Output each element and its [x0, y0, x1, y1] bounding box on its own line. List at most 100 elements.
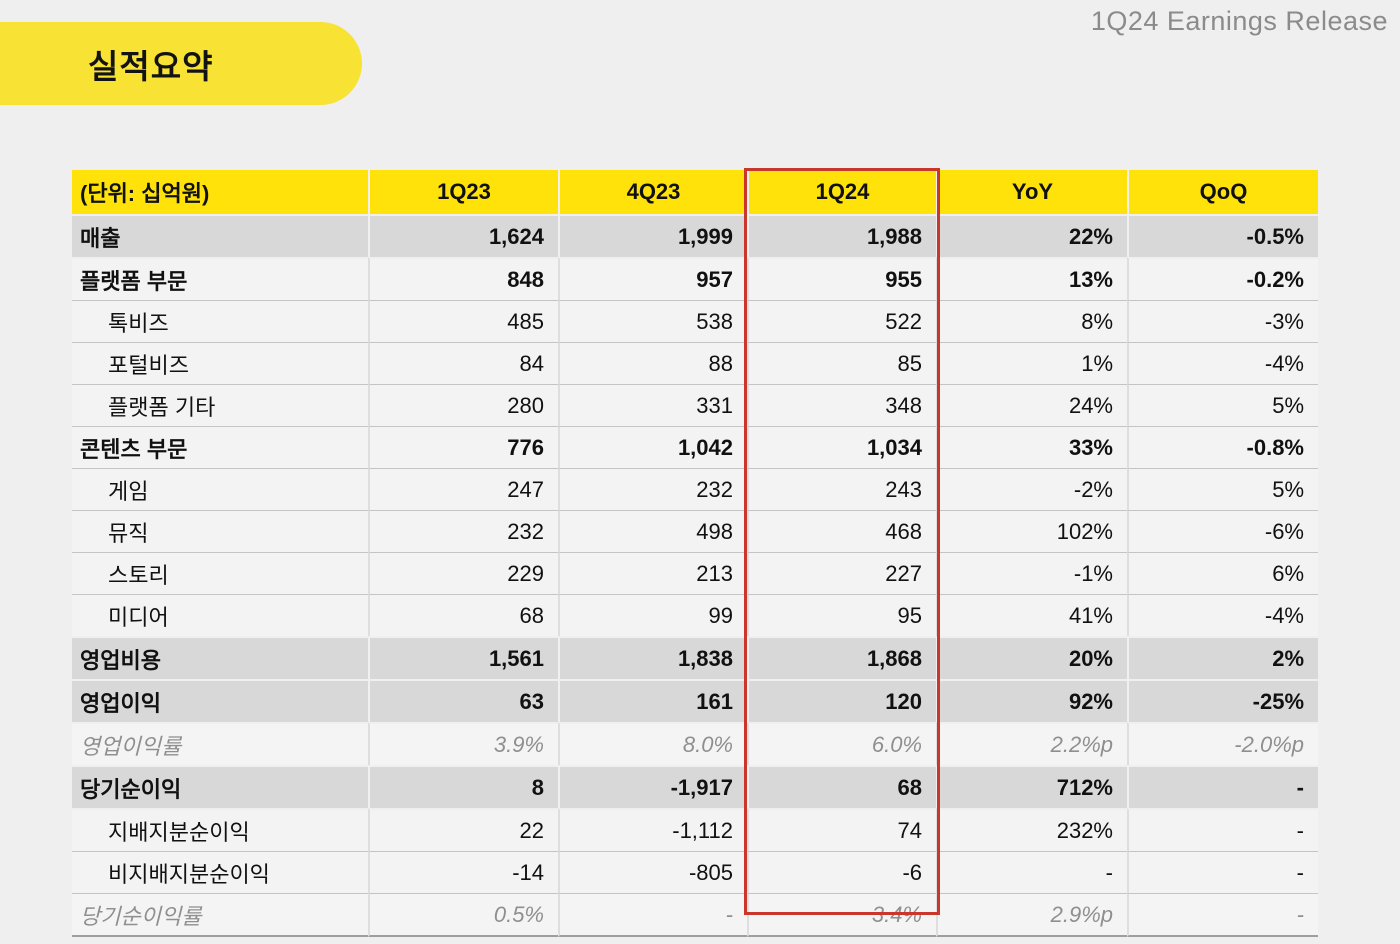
cell-value: 247 — [368, 468, 558, 510]
cell-value: -2% — [936, 468, 1127, 510]
cell-value: 68 — [747, 765, 936, 808]
cell-value: 88 — [558, 342, 747, 384]
cell-value: 955 — [747, 257, 936, 300]
row-label: 스토리 — [72, 552, 368, 594]
cell-value: 1,838 — [558, 636, 747, 679]
cell-value: 6.0% — [747, 722, 936, 765]
cell-value: 1,034 — [747, 426, 936, 468]
cell-value: - — [1127, 765, 1318, 808]
cell-value: 85 — [747, 342, 936, 384]
cell-value: 1% — [936, 342, 1127, 384]
column-header: 4Q23 — [558, 170, 747, 214]
cell-value: -0.5% — [1127, 214, 1318, 257]
cell-value: -4% — [1127, 594, 1318, 636]
financial-summary-table: (단위: 십억원) 1Q23 4Q23 1Q24 YoY QoQ 매출 1,624 1,999… — [72, 170, 1318, 937]
page-title: 실적요약 — [88, 47, 214, 85]
cell-value: 6% — [1127, 552, 1318, 594]
cell-value: 348 — [747, 384, 936, 426]
cell-value: -2.0%p — [1127, 722, 1318, 765]
cell-value: -3% — [1127, 300, 1318, 342]
earnings-release-label: 1Q24 Earnings Release — [1090, 6, 1388, 36]
table-row: 게임 247 232 243 -2% 5% — [72, 468, 1318, 510]
cell-value: 2% — [1127, 636, 1318, 679]
row-label: 플랫폼 기타 — [72, 384, 368, 426]
row-label: 톡비즈 — [72, 300, 368, 342]
row-label: 당기순이익 — [72, 765, 368, 808]
cell-value: 776 — [368, 426, 558, 468]
cell-value: 84 — [368, 342, 558, 384]
cell-value: 331 — [558, 384, 747, 426]
cell-value: - — [1127, 893, 1318, 937]
cell-value: -1,112 — [558, 808, 747, 851]
cell-value: 243 — [747, 468, 936, 510]
row-label: 비지배지분순이익 — [72, 851, 368, 893]
cell-value: 8 — [368, 765, 558, 808]
cell-value: 538 — [558, 300, 747, 342]
cell-value: 41% — [936, 594, 1127, 636]
cell-value: -0.2% — [1127, 257, 1318, 300]
cell-value: 68 — [368, 594, 558, 636]
cell-value: -6% — [1127, 510, 1318, 552]
cell-value: 120 — [747, 679, 936, 722]
cell-value: - — [1127, 851, 1318, 893]
title-pill: 실적요약 — [0, 22, 362, 105]
row-label: 플랫폼 부문 — [72, 257, 368, 300]
table-row: 당기순이익률 0.5% -3.4% 2.9%p - — [72, 893, 1318, 937]
cell-value: 957 — [558, 257, 747, 300]
cell-value: 13% — [936, 257, 1127, 300]
cell-value: -805 — [558, 851, 747, 893]
row-label: 당기순이익률 — [72, 893, 368, 937]
cell-value: 5% — [1127, 384, 1318, 426]
cell-value: 5% — [1127, 468, 1318, 510]
table-row: 영업비용 1,561 1,838 1,868 20% 2% — [72, 636, 1318, 679]
cell-value: 8% — [936, 300, 1127, 342]
table-header: (단위: 십억원) 1Q23 4Q23 1Q24 YoY QoQ — [72, 170, 1318, 214]
cell-value: 161 — [558, 679, 747, 722]
cell-value: 1,561 — [368, 636, 558, 679]
cell-value: 1,042 — [558, 426, 747, 468]
table-row: 플랫폼 기타 280 331 348 24% 5% — [72, 384, 1318, 426]
row-label: 게임 — [72, 468, 368, 510]
cell-value: 280 — [368, 384, 558, 426]
cell-value: - — [936, 851, 1127, 893]
row-label: 지배지분순이익 — [72, 808, 368, 851]
table-row: 뮤직 232 498 468 102% -6% — [72, 510, 1318, 552]
row-label: 콘텐츠 부문 — [72, 426, 368, 468]
cell-value: 95 — [747, 594, 936, 636]
cell-value: 1,988 — [747, 214, 936, 257]
cell-value: 522 — [747, 300, 936, 342]
cell-value: 229 — [368, 552, 558, 594]
row-label: 영업비용 — [72, 636, 368, 679]
cell-value: -25% — [1127, 679, 1318, 722]
cell-value: - — [558, 893, 747, 937]
cell-value: -0.8% — [1127, 426, 1318, 468]
cell-value: 74 — [747, 808, 936, 851]
cell-value: 22 — [368, 808, 558, 851]
cell-value: 3.9% — [368, 722, 558, 765]
cell-value: 99 — [558, 594, 747, 636]
table-row: 당기순이익 8 -1,917 68 712% - — [72, 765, 1318, 808]
table-row: 미디어 68 99 95 41% -4% — [72, 594, 1318, 636]
cell-value: 2.2%p — [936, 722, 1127, 765]
table-row: 비지배지분순이익 -14 -805 -6- - — [72, 851, 1318, 893]
column-header: YoY — [936, 170, 1127, 214]
cell-value: 1,624 — [368, 214, 558, 257]
cell-value: 468 — [747, 510, 936, 552]
column-header: QoQ — [1127, 170, 1318, 214]
cell-value: -1% — [936, 552, 1127, 594]
cell-value: 2.9%p — [936, 893, 1127, 937]
table-row: 포털비즈 84 88 85 1% -4% — [72, 342, 1318, 384]
cell-value: 1,999 — [558, 214, 747, 257]
row-label: 뮤직 — [72, 510, 368, 552]
cell-value: 8.0% — [558, 722, 747, 765]
row-label: 영업이익 — [72, 679, 368, 722]
cell-value: 232 — [368, 510, 558, 552]
cell-value: 22% — [936, 214, 1127, 257]
row-label: 매출 — [72, 214, 368, 257]
cell-value: 498 — [558, 510, 747, 552]
cell-value: 485 — [368, 300, 558, 342]
row-label: 포털비즈 — [72, 342, 368, 384]
cell-value: 92% — [936, 679, 1127, 722]
cell-value: 0.5% — [368, 893, 558, 937]
